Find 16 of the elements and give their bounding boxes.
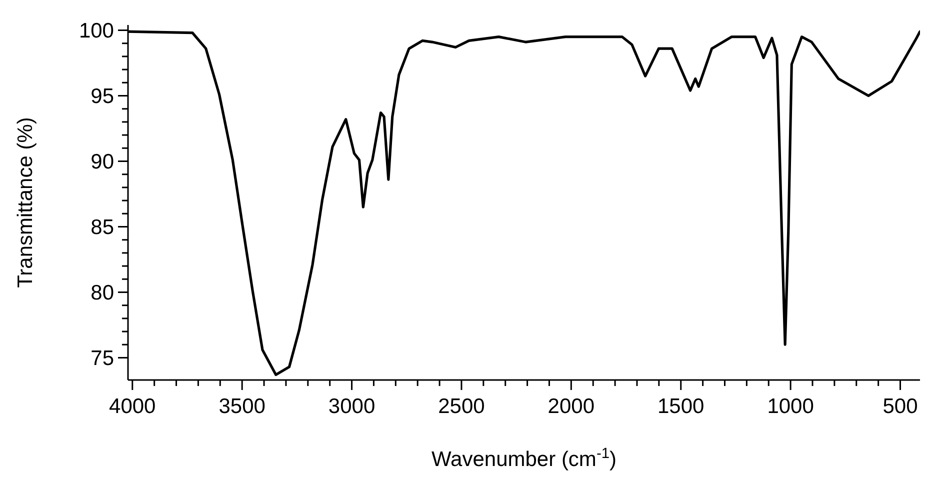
y-tick-label: 100 bbox=[78, 20, 114, 43]
x-tick-label: 3000 bbox=[328, 395, 376, 418]
x-axis-title: Wavenumber (cm$^{-1}$) bbox=[432, 446, 616, 471]
x-tick-label: 3500 bbox=[218, 395, 266, 418]
x-tick-label: 500 bbox=[882, 395, 918, 418]
x-tick-label: 2500 bbox=[438, 395, 485, 418]
x-tick-label: 2000 bbox=[548, 395, 595, 418]
y-tick-label: 80 bbox=[90, 282, 114, 305]
y-tick-label: 95 bbox=[90, 85, 114, 108]
x-tick-label: 1500 bbox=[658, 395, 704, 418]
y-tick-label: 75 bbox=[90, 347, 114, 370]
y-tick-label: 85 bbox=[90, 216, 114, 240]
y-tick-label: 90 bbox=[90, 150, 114, 174]
y-axis-title: Transmittance (%) bbox=[14, 117, 37, 288]
x-tick-label: 4000 bbox=[109, 395, 156, 418]
x-tick-label: 1000 bbox=[767, 395, 814, 418]
